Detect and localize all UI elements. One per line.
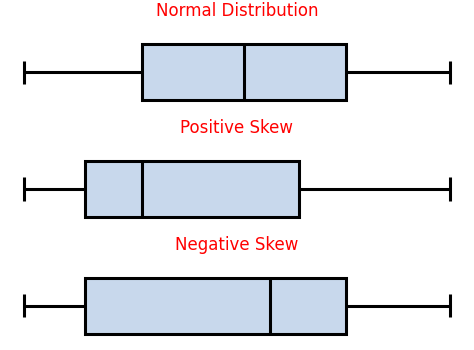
Bar [142,44,346,100]
Text: Negative Skew: Negative Skew [175,236,299,254]
Text: Normal Distribution: Normal Distribution [156,2,318,20]
Text: Positive Skew: Positive Skew [181,119,293,137]
Bar [85,278,346,334]
Bar [85,161,299,217]
